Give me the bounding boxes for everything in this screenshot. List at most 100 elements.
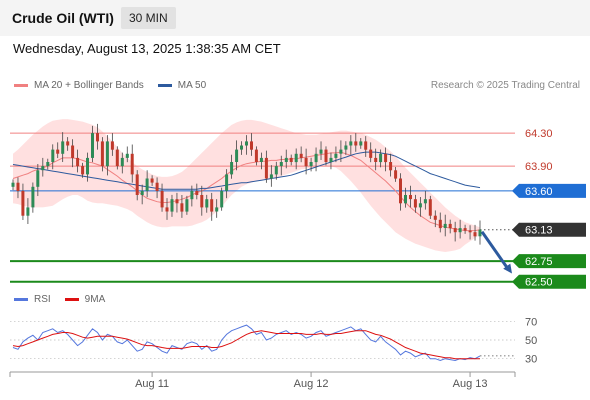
candle — [428, 195, 432, 219]
candle — [21, 183, 25, 220]
candle — [294, 148, 298, 170]
candle-body — [91, 133, 94, 158]
candle-body — [409, 195, 412, 200]
candle — [404, 187, 407, 208]
candle-body — [125, 153, 129, 158]
candle-body — [16, 182, 20, 191]
candle — [46, 158, 50, 170]
candle — [354, 133, 358, 152]
candle-body — [210, 199, 214, 212]
rsi-ma-line — [12, 330, 480, 360]
candle-body — [453, 228, 457, 233]
timeframe-button[interactable]: 30 MIN — [121, 7, 176, 29]
candle-body — [354, 141, 358, 146]
time-tick-label: Aug 11 — [135, 378, 169, 390]
candle-body — [274, 166, 278, 175]
candle-body — [155, 182, 159, 191]
candle — [319, 141, 323, 161]
candle — [16, 177, 20, 199]
candle — [438, 212, 442, 233]
candle — [399, 173, 402, 211]
candle-body — [175, 199, 179, 204]
candle-body — [225, 174, 229, 191]
candle — [448, 219, 452, 234]
candle-body — [31, 186, 35, 208]
level-tag-shape — [512, 222, 586, 237]
candle-body — [309, 162, 313, 167]
candle — [478, 220, 482, 245]
candle-body — [423, 199, 427, 204]
candle — [458, 219, 462, 239]
level-label-63-90: 63.90 — [525, 161, 553, 173]
candle — [453, 221, 457, 242]
candle — [155, 177, 159, 199]
candle-body — [319, 149, 323, 154]
candle-body — [51, 149, 55, 162]
level-tag-text: 63.60 — [525, 186, 553, 198]
level-tag-62-75: 62.75 — [512, 254, 586, 269]
candle — [240, 141, 243, 155]
candle-body — [413, 199, 417, 208]
candle-body — [369, 149, 373, 158]
candle — [359, 138, 363, 149]
candle-body — [56, 149, 60, 154]
candle-body — [399, 178, 402, 204]
candle-body — [235, 149, 239, 162]
candle — [31, 182, 35, 213]
candle — [374, 148, 378, 171]
candle-body — [289, 157, 293, 162]
price-legend: MA 20 + Bollinger Bands MA 50 — [14, 80, 206, 91]
candle — [130, 144, 134, 183]
candle — [220, 187, 224, 211]
ma20-line — [12, 151, 481, 232]
projection-arrow-shaft — [480, 230, 509, 269]
candle — [56, 142, 60, 159]
candle-body — [195, 190, 199, 195]
chart-datetime: Wednesday, August 13, 2025 1:38:35 AM CE… — [13, 41, 281, 56]
candle-body — [374, 157, 378, 162]
chart-header: Crude Oil (WTI) 30 MIN — [0, 0, 590, 36]
candle — [274, 161, 278, 180]
candle-body — [230, 162, 234, 175]
candle — [66, 137, 70, 151]
candle — [409, 185, 412, 208]
candle — [309, 157, 313, 172]
candle-body — [130, 153, 134, 175]
ma50-legend-label: MA 50 — [177, 80, 207, 91]
candle — [384, 147, 388, 172]
candle — [91, 125, 94, 163]
candle-body — [61, 141, 65, 154]
candle-body — [339, 149, 343, 154]
candle — [369, 142, 373, 163]
candle-body — [478, 229, 482, 237]
candle — [140, 184, 144, 205]
candle-body — [314, 153, 318, 163]
candle — [215, 199, 219, 218]
price-panel: 64.30 63.90 63.60 63.13 62.75 62.50 — [10, 119, 586, 289]
candle — [86, 152, 89, 182]
ma50-line — [12, 151, 481, 190]
candle-body — [215, 207, 219, 212]
candle-body — [145, 178, 149, 191]
candle-body — [41, 166, 45, 171]
candle — [11, 179, 15, 191]
candle-body — [200, 195, 204, 208]
candle-body — [86, 157, 89, 175]
candle — [26, 198, 30, 224]
candle — [175, 192, 179, 213]
candle-body — [190, 190, 194, 200]
rsi-legend-swatch — [14, 298, 28, 301]
candle — [299, 146, 303, 163]
candle — [190, 185, 194, 207]
candle-body — [110, 141, 114, 150]
candle-body — [329, 157, 333, 162]
candle-body — [81, 166, 85, 175]
candle — [185, 195, 189, 215]
candle — [254, 146, 258, 166]
copyright-notice: Research © 2025 Trading Central — [430, 80, 580, 91]
candle-body — [240, 145, 243, 150]
candle-body — [379, 153, 383, 163]
candle — [105, 135, 109, 176]
candle-body — [279, 162, 283, 167]
